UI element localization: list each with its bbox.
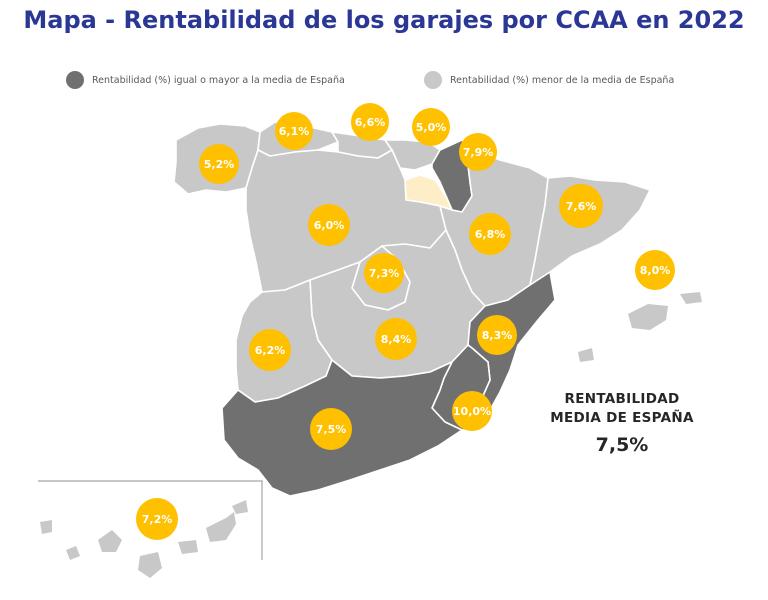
badge-galicia xyxy=(199,144,239,184)
canarias-inset-frame xyxy=(38,480,263,560)
national-average-value: 7,5% xyxy=(595,434,649,456)
badge-castilla-la-mancha xyxy=(375,318,417,360)
legend-below-average: Rentabilidad (%) menor de la media de Es… xyxy=(424,71,674,89)
region-baleares[interactable] xyxy=(578,292,702,362)
badge-andalucia xyxy=(310,408,352,450)
badge-value-cataluna: 7,6% xyxy=(566,200,597,213)
page-title: Mapa - Rentabilidad de los garajes por C… xyxy=(23,6,745,34)
badge-value-valencia: 8,3% xyxy=(482,329,513,342)
badge-value-castilla-la-mancha: 8,4% xyxy=(381,333,412,346)
legend-dot-above xyxy=(66,71,84,89)
legend-dot-below xyxy=(424,71,442,89)
legend-above-average: Rentabilidad (%) igual o mayor a la medi… xyxy=(66,71,345,89)
badge-cantabria xyxy=(351,103,389,141)
badge-valencia xyxy=(477,315,517,355)
badge-value-galicia: 5,2% xyxy=(204,158,235,171)
badge-canarias xyxy=(136,498,178,540)
badge-cataluna xyxy=(559,184,603,228)
badge-pais-vasco xyxy=(412,108,450,146)
legend-label-above: Rentabilidad (%) igual o mayor a la medi… xyxy=(92,74,345,86)
badge-value-murcia: 10,0% xyxy=(453,405,491,418)
badge-value-asturias: 6,1% xyxy=(279,125,310,138)
badge-value-canarias: 7,2% xyxy=(142,513,173,526)
national-average-block: RENTABILIDAD MEDIA DE ESPAÑA 7,5% xyxy=(542,390,702,456)
national-average-label-1: RENTABILIDAD xyxy=(564,391,680,407)
badge-murcia xyxy=(452,391,492,431)
badge-baleares xyxy=(635,250,675,290)
badge-value-navarra: 7,9% xyxy=(463,146,494,159)
badge-value-extremadura: 6,2% xyxy=(255,344,286,357)
badge-extremadura xyxy=(249,329,291,371)
badge-asturias xyxy=(275,112,313,150)
badge-aragon xyxy=(469,213,511,255)
badge-value-cantabria: 6,6% xyxy=(355,116,386,129)
badge-madrid xyxy=(364,253,404,293)
badge-value-aragon: 6,8% xyxy=(475,228,506,241)
badge-value-baleares: 8,0% xyxy=(640,264,671,277)
badge-navarra xyxy=(459,133,497,171)
region-canarias[interactable] xyxy=(40,500,248,578)
legend-label-below: Rentabilidad (%) menor de la media de Es… xyxy=(450,74,675,86)
badge-value-pais-vasco: 5,0% xyxy=(416,121,447,134)
badge-value-madrid: 7,3% xyxy=(369,267,400,280)
badge-value-andalucia: 7,5% xyxy=(316,423,347,436)
national-average-label-2: MEDIA DE ESPAÑA xyxy=(550,410,694,426)
badge-castilla-y-leon xyxy=(308,204,350,246)
badge-value-castilla-y-leon: 6,0% xyxy=(314,219,345,232)
